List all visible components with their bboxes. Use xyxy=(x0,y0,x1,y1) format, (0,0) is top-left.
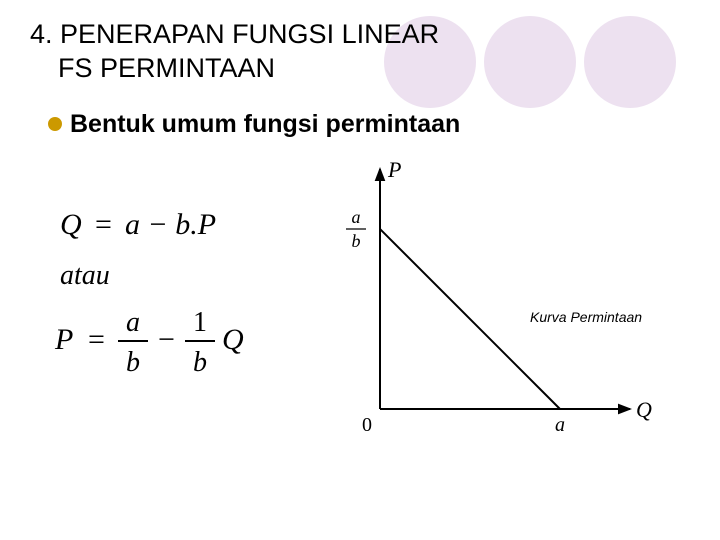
bullet-section: Bentuk umum fungsi permintaan xyxy=(0,86,720,139)
svg-text:a: a xyxy=(555,414,565,436)
svg-text:a − b.P: a − b.P xyxy=(125,208,216,241)
bullet-text: Bentuk umum fungsi permintaan xyxy=(70,110,460,139)
svg-text:atau: atau xyxy=(60,260,110,291)
title-line-1: 4. PENERAPAN FUNGSI LINEAR xyxy=(30,18,720,52)
svg-text:b: b xyxy=(352,231,361,251)
svg-text:b: b xyxy=(193,347,207,378)
svg-text:a: a xyxy=(352,207,361,227)
bullet-item: Bentuk umum fungsi permintaan xyxy=(48,110,720,139)
svg-text:Q: Q xyxy=(60,208,82,241)
svg-text:b: b xyxy=(126,347,140,378)
svg-text:=: = xyxy=(95,208,112,241)
formula-column: Q=a − b.PatauP=ab−1bQ xyxy=(40,159,290,459)
svg-text:P: P xyxy=(54,323,73,356)
formula-svg: Q=a − b.PatauP=ab−1bQ xyxy=(40,199,290,419)
svg-text:Q: Q xyxy=(222,323,244,356)
bullet-icon xyxy=(48,117,62,131)
svg-text:=: = xyxy=(88,323,105,356)
svg-text:1: 1 xyxy=(193,307,207,338)
svg-text:−: − xyxy=(158,323,175,356)
content-row: Q=a − b.PatauP=ab−1bQ PQ0aba Kurva Permi… xyxy=(0,139,720,459)
svg-text:Q: Q xyxy=(636,397,652,422)
slide-title: 4. PENERAPAN FUNGSI LINEAR FS PERMINTAAN xyxy=(0,0,720,86)
svg-text:P: P xyxy=(387,159,401,182)
demand-curve-chart: PQ0aba Kurva Permintaan xyxy=(320,159,660,459)
svg-text:a: a xyxy=(126,307,140,338)
svg-text:0: 0 xyxy=(362,414,372,436)
chart-caption: Kurva Permintaan xyxy=(530,309,642,325)
title-line-2: FS PERMINTAAN xyxy=(30,52,720,86)
